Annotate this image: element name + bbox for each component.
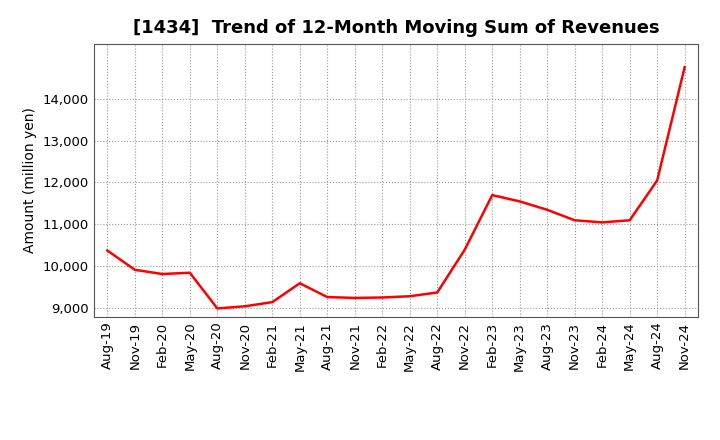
Title: [1434]  Trend of 12-Month Moving Sum of Revenues: [1434] Trend of 12-Month Moving Sum of R…	[132, 19, 660, 37]
Y-axis label: Amount (million yen): Amount (million yen)	[23, 107, 37, 253]
